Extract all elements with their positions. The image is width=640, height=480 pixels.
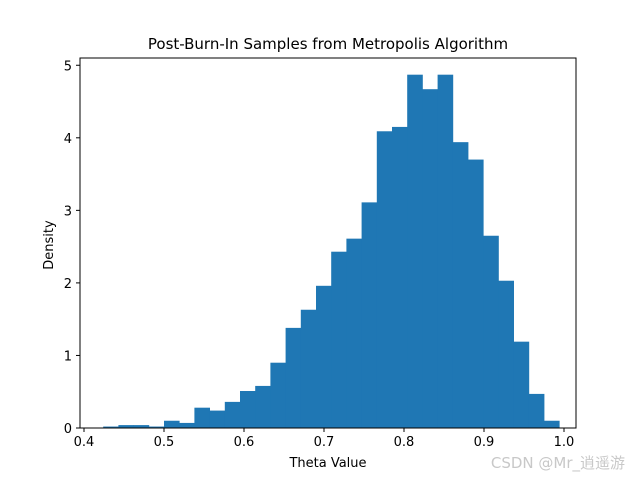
histogram-bar-5 — [179, 422, 195, 428]
histogram-bar-16 — [346, 238, 362, 428]
histogram-bar-19 — [392, 126, 408, 428]
histogram-bar-8 — [224, 401, 241, 428]
histogram-bar-18 — [376, 131, 393, 428]
histogram-bar-2 — [133, 425, 150, 428]
histogram-bar-24 — [468, 159, 484, 428]
histogram-bar-28 — [528, 393, 545, 428]
histogram-bar-21 — [422, 89, 438, 428]
plot-frame — [79, 57, 577, 429]
histogram-bar-29 — [544, 420, 560, 428]
x-axis-ticks: 0.4 0.5 0.6 0.7 0.8 0.9 1.0 — [74, 428, 575, 450]
histogram-bar-14 — [316, 285, 332, 428]
histogram-bar-13 — [300, 309, 317, 428]
histogram-bar-20 — [407, 74, 423, 428]
y-axis-label: Density — [42, 220, 57, 270]
histogram-bar-10 — [255, 385, 271, 428]
histogram-bar-9 — [240, 391, 256, 428]
histogram-bar-27 — [513, 341, 530, 428]
histogram-bar-3 — [148, 426, 165, 428]
y-tick-label: 0 — [64, 422, 72, 437]
watermark-text: CSDN @Mr_逍遥游 — [491, 454, 625, 473]
histogram-bar-15 — [331, 251, 347, 428]
x-tick-label: 0.5 — [154, 435, 175, 450]
x-tick-label: 0.8 — [394, 435, 415, 450]
histogram-bar-23 — [452, 142, 469, 428]
x-tick-label: 0.9 — [474, 435, 495, 450]
histogram-bar-11 — [270, 362, 286, 428]
x-tick-label: 0.4 — [74, 435, 95, 450]
histogram-bar-26 — [498, 280, 514, 428]
y-tick-label: 2 — [64, 277, 72, 292]
y-axis-ticks: 0 1 2 3 4 5 — [64, 59, 80, 437]
histogram-bar-17 — [361, 202, 378, 428]
histogram-bar-1 — [118, 425, 134, 428]
y-tick-label: 1 — [64, 349, 72, 364]
histogram-bar-7 — [209, 410, 226, 428]
histogram-bar-0 — [103, 426, 119, 428]
histogram-bar-25 — [483, 235, 499, 428]
chart-title: Post-Burn-In Samples from Metropolis Alg… — [148, 35, 508, 53]
histogram-bar-6 — [194, 407, 210, 428]
x-tick-label: 0.6 — [234, 435, 255, 450]
y-tick-label: 5 — [64, 59, 72, 74]
y-tick-label: 3 — [64, 204, 72, 219]
histogram-bars — [103, 74, 560, 428]
histogram-bar-4 — [164, 420, 180, 428]
x-tick-label: 1.0 — [554, 435, 575, 450]
x-axis-label: Theta Value — [288, 456, 366, 471]
x-tick-label: 0.7 — [314, 435, 335, 450]
histogram-bar-22 — [437, 74, 454, 428]
y-tick-label: 4 — [64, 132, 72, 147]
histogram-bar-12 — [285, 327, 302, 428]
